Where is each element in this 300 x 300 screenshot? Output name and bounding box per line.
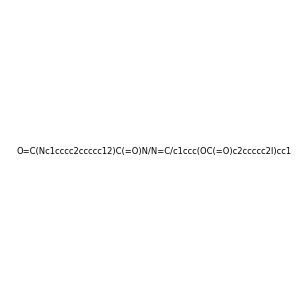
Text: O=C(Nc1cccc2ccccc12)C(=O)N/N=C/c1ccc(OC(=O)c2ccccc2I)cc1: O=C(Nc1cccc2ccccc12)C(=O)N/N=C/c1ccc(OC(… (16, 147, 291, 156)
